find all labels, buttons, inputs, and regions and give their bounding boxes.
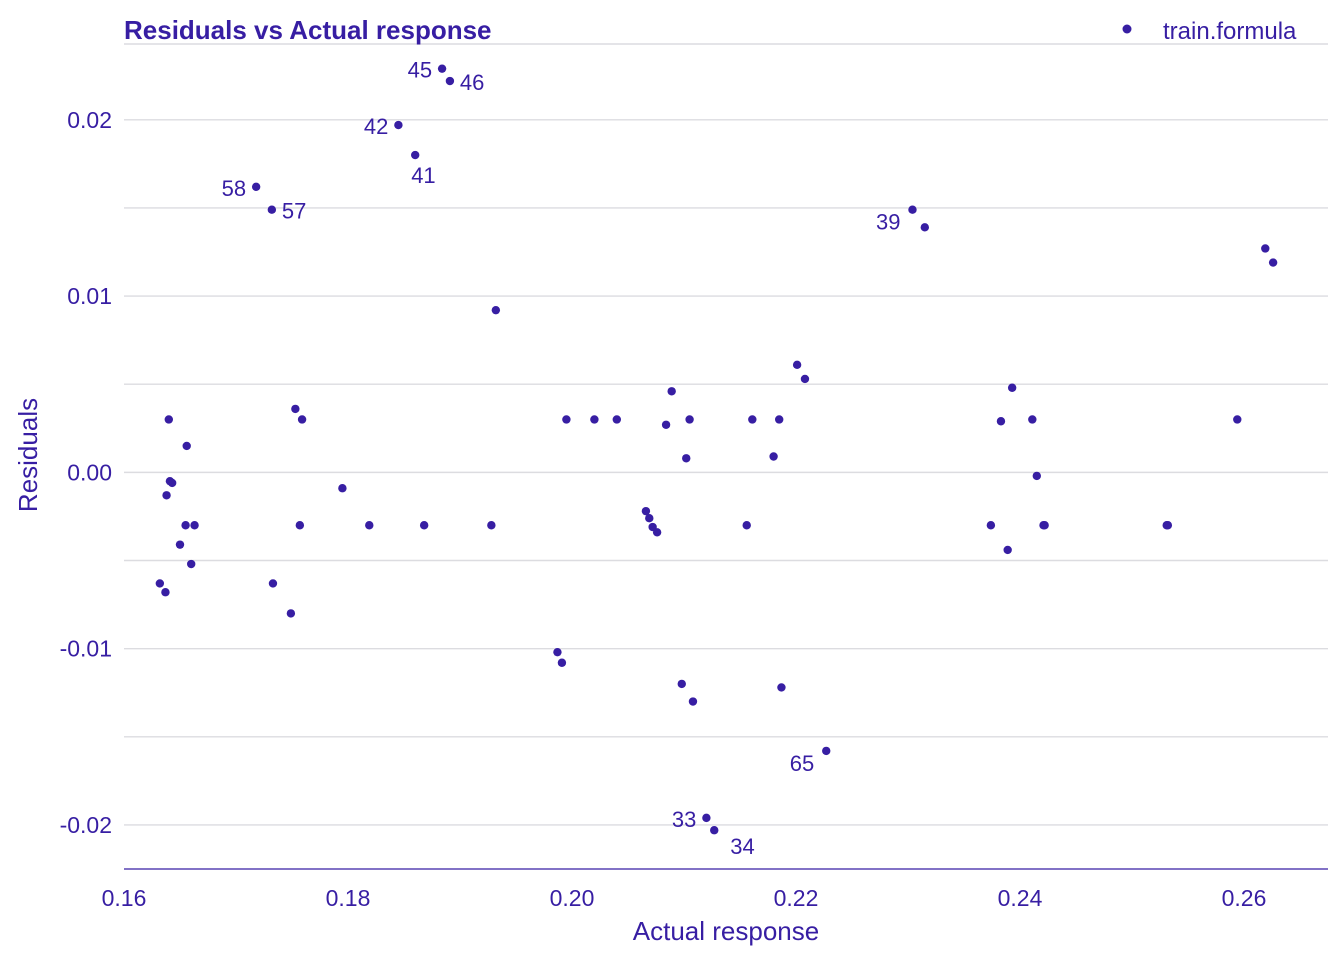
x-tick-label: 0.18 <box>326 885 371 911</box>
data-point <box>419 521 429 530</box>
data-point <box>1268 258 1278 267</box>
data-point <box>162 491 171 500</box>
data-point <box>557 658 567 667</box>
point-label: 65 <box>790 751 814 776</box>
data-point <box>437 64 447 73</box>
point-label: 58 <box>222 176 246 201</box>
data-point <box>562 415 571 424</box>
legend-marker <box>1122 24 1132 34</box>
data-point <box>702 813 711 823</box>
data-point <box>553 647 562 657</box>
data-point <box>590 415 599 424</box>
data-point <box>181 521 190 530</box>
point-labels: 58 57 42 41 45 46 33 34 65 39 <box>222 58 901 860</box>
data-point <box>661 420 671 429</box>
data-point <box>641 506 651 516</box>
point-label: 42 <box>364 114 388 139</box>
data-point <box>411 150 420 160</box>
y-tick-label: -0.02 <box>60 812 112 838</box>
point-label: 57 <box>282 199 306 224</box>
chart-title: Residuals vs Actual response <box>124 15 492 45</box>
data-point <box>291 404 300 414</box>
data-point <box>1032 471 1042 481</box>
data-point <box>365 521 374 530</box>
data-point <box>267 205 277 214</box>
data-point <box>986 521 996 530</box>
data-point <box>1261 244 1270 253</box>
point-label: 39 <box>876 210 900 235</box>
data-point <box>164 415 173 424</box>
data-point <box>710 826 719 835</box>
y-tick-label: -0.01 <box>60 636 112 662</box>
x-axis-title: Actual response <box>633 916 819 946</box>
data-point <box>677 679 686 689</box>
data-point <box>688 697 698 706</box>
data-point <box>777 683 786 692</box>
data-point <box>645 513 654 523</box>
data-point <box>187 559 196 569</box>
point-label: 33 <box>672 807 696 832</box>
data-point <box>286 609 296 618</box>
data-point <box>822 746 831 756</box>
data-point <box>190 521 199 530</box>
data-point <box>297 415 307 424</box>
data-point <box>748 415 757 424</box>
data-point <box>487 521 496 530</box>
data-point <box>268 579 278 588</box>
data-point <box>769 452 778 461</box>
legend-label: train.formula <box>1163 18 1297 45</box>
data-point <box>685 415 694 424</box>
y-tick-label: 0.02 <box>67 107 112 133</box>
data-point <box>1003 545 1012 555</box>
data-point <box>251 182 261 191</box>
data-point <box>445 76 455 86</box>
y-tick-label: 0.01 <box>67 283 112 309</box>
data-point <box>1028 415 1037 424</box>
x-tick-label: 0.16 <box>102 885 147 911</box>
data-point <box>667 387 676 396</box>
x-tick-labels: 0.16 0.18 0.20 0.22 0.24 0.26 <box>102 885 1267 911</box>
data-point <box>996 417 1006 426</box>
y-tick-label: 0.00 <box>67 459 112 485</box>
data-point <box>775 415 784 424</box>
data-point <box>175 540 185 549</box>
legend: train.formula <box>1122 18 1297 45</box>
data-point <box>920 223 929 232</box>
data-point <box>682 454 691 463</box>
x-tick-label: 0.22 <box>774 885 819 911</box>
data-point <box>295 521 305 530</box>
data-point <box>652 528 662 537</box>
data-points <box>155 64 1278 835</box>
data-point <box>1040 521 1049 530</box>
data-point <box>1233 415 1242 424</box>
y-tick-labels: -0.02 -0.01 0.00 0.01 0.02 <box>60 107 112 838</box>
data-point <box>1163 521 1173 530</box>
data-point <box>612 415 621 424</box>
data-point <box>155 579 165 588</box>
grid-lines <box>124 43 1328 826</box>
point-label: 46 <box>460 70 484 95</box>
data-point <box>742 521 751 530</box>
data-point <box>800 374 810 384</box>
y-axis-title: Residuals <box>13 398 43 512</box>
data-point <box>182 441 191 451</box>
data-point <box>338 484 347 493</box>
point-label: 45 <box>408 58 432 83</box>
x-tick-label: 0.26 <box>1222 885 1267 911</box>
data-point <box>1007 383 1017 392</box>
point-label: 41 <box>411 163 435 188</box>
data-point <box>167 478 177 488</box>
data-point <box>161 588 170 597</box>
data-point <box>792 360 802 370</box>
point-label: 34 <box>730 834 754 859</box>
data-point <box>908 205 917 214</box>
x-tick-label: 0.20 <box>550 885 595 911</box>
data-point <box>394 120 403 130</box>
data-point <box>491 305 501 315</box>
x-tick-label: 0.24 <box>998 885 1043 911</box>
